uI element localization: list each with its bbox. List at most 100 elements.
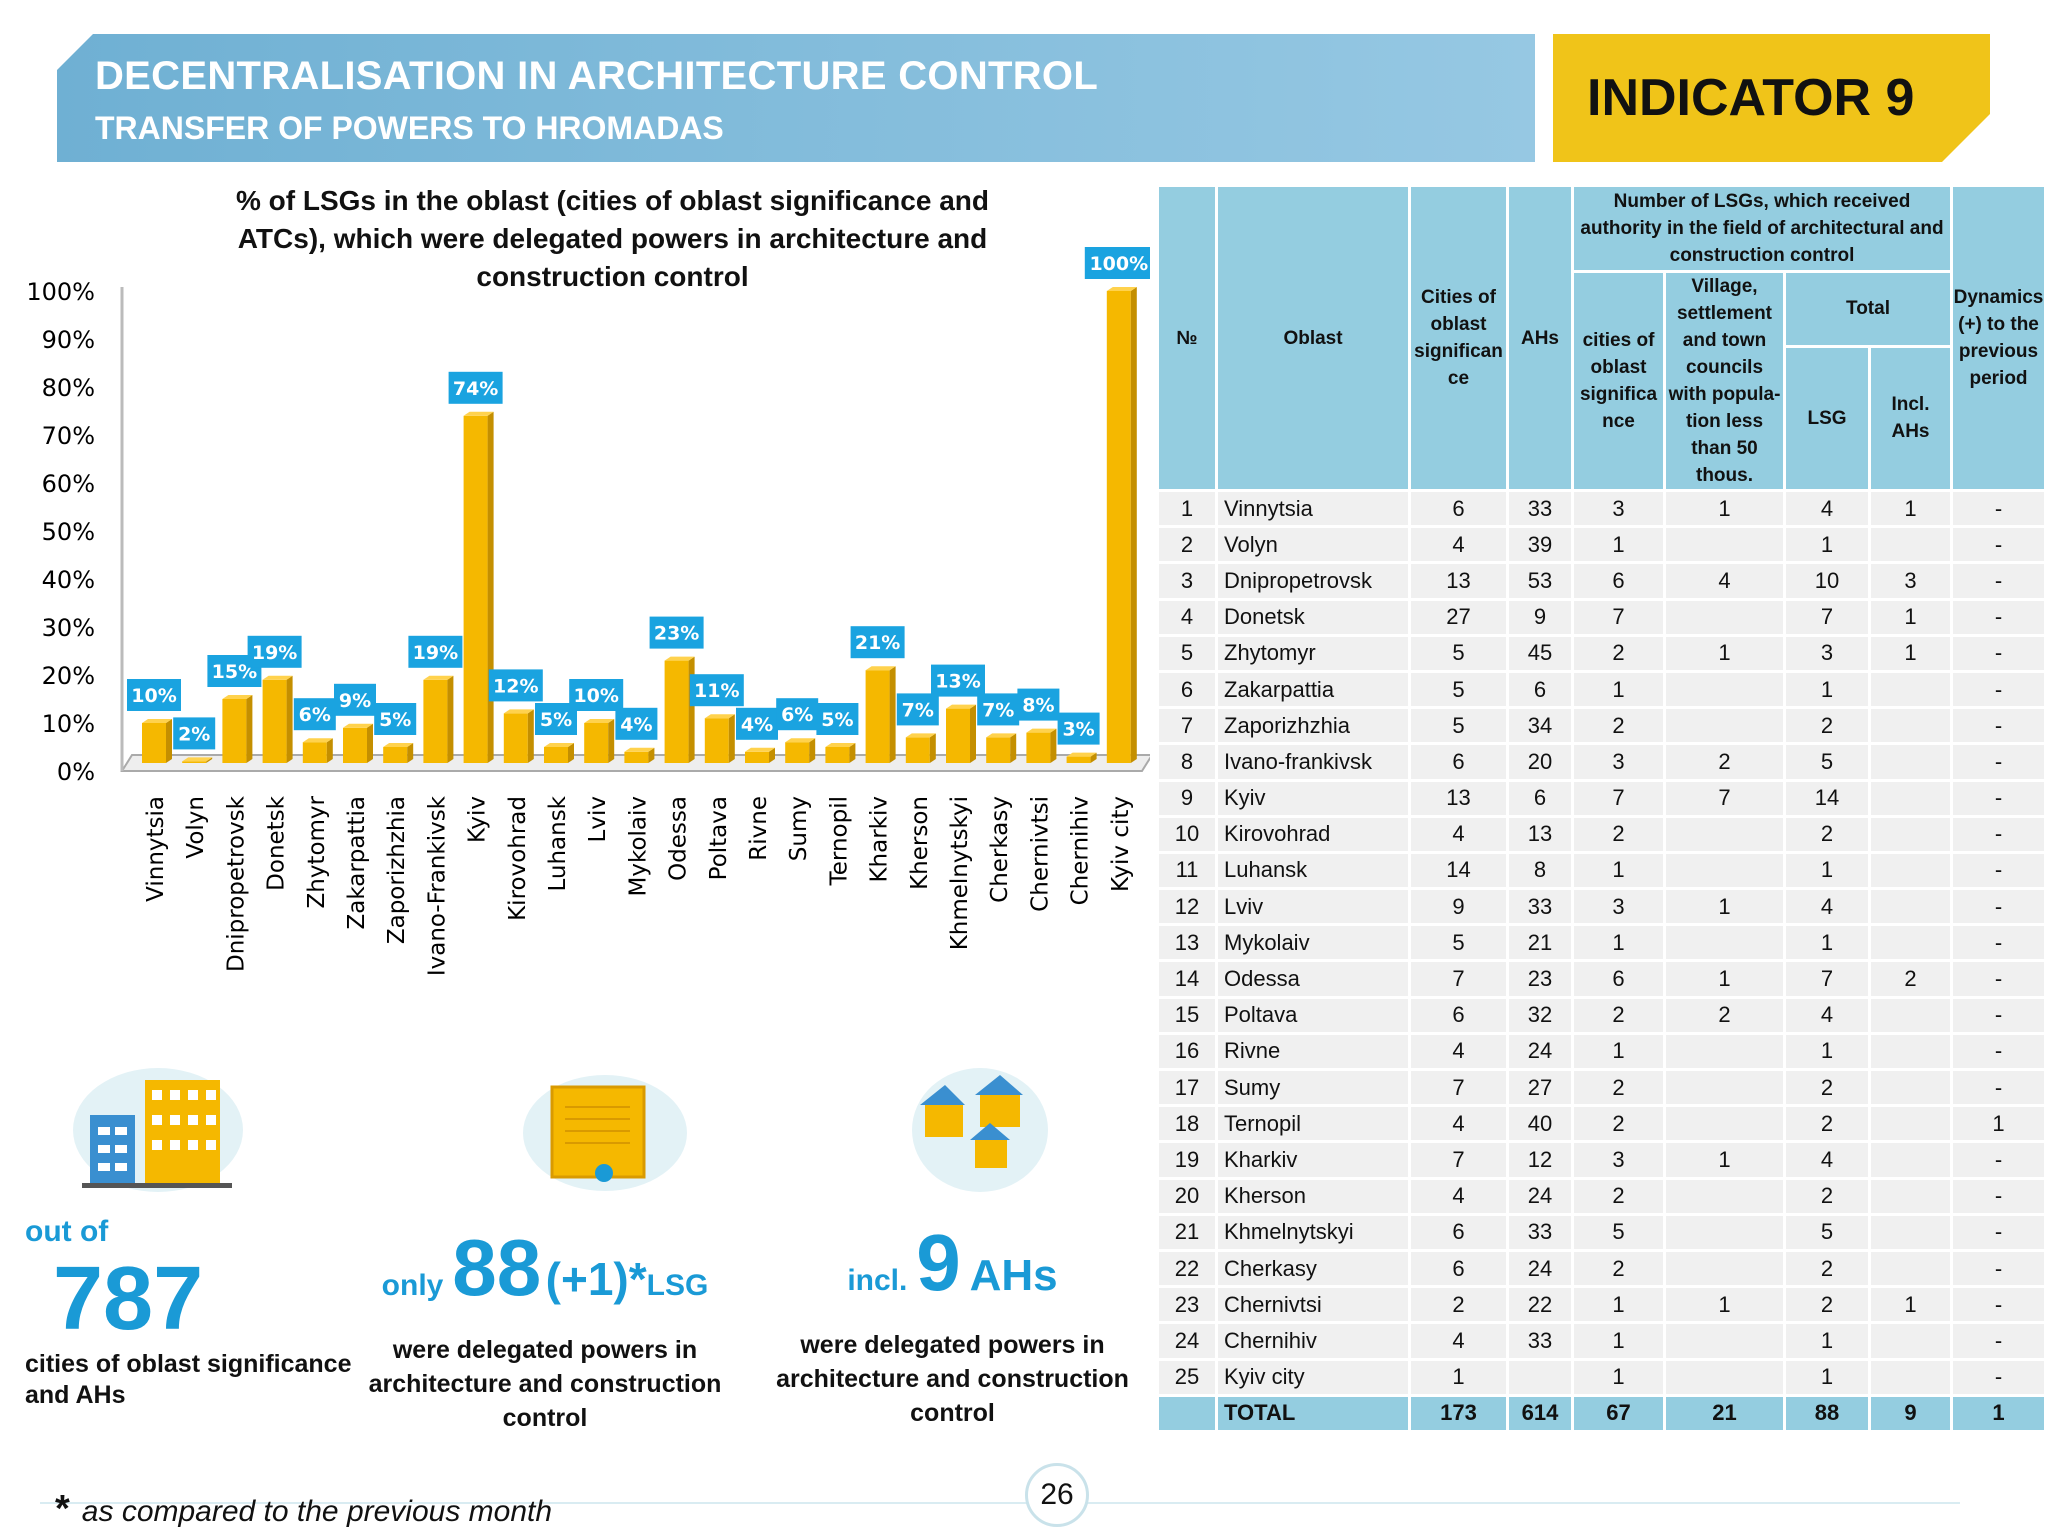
- cell-no: 24: [1156, 1321, 1218, 1361]
- table-row: 22 Cherkasy 6 24 2 2-: [1156, 1248, 2047, 1289]
- bar-side: [809, 738, 816, 763]
- out-of-label: out of: [25, 1215, 109, 1248]
- lsg-desc: were delegated powers in architecture an…: [368, 1336, 722, 1432]
- cell-g-village: 2: [1663, 995, 1786, 1035]
- x-tick-label: Chernihiv: [1068, 796, 1094, 905]
- cell-oblast: Zakarpattia: [1215, 669, 1411, 710]
- stat-ah: incl. 9 AHs were delegated powers in arc…: [770, 1220, 1135, 1430]
- bar: [1026, 732, 1051, 763]
- bar: [745, 751, 769, 763]
- cell-incl: [1868, 887, 1953, 927]
- bar-top: [584, 719, 615, 723]
- cell-incl: [1868, 778, 1953, 818]
- bar: [704, 718, 729, 763]
- cell-g-village: 21: [1663, 1393, 1786, 1433]
- data-label-bg: [1057, 712, 1100, 745]
- cell-cities: 4: [1408, 1321, 1509, 1361]
- x-tick-label: Volyn: [183, 796, 209, 859]
- cell-oblast: Odessa: [1215, 959, 1411, 999]
- data-label: 5%: [821, 709, 853, 731]
- cell-lsg: 5: [1783, 1212, 1871, 1252]
- cell-ahs: 23: [1506, 959, 1574, 999]
- data-label: 74%: [453, 378, 498, 400]
- cell-g-village: [1663, 669, 1786, 710]
- bar-top: [946, 704, 976, 709]
- bar-side: [608, 719, 615, 763]
- table-row: 11 Luhansk 14 8 1 1-: [1156, 850, 2047, 891]
- bar-chart: 0% 10% 20% 30% 40% 50% 60% 70% 80% 90% 100% 10% Vinn…: [26, 247, 1150, 976]
- table-row: 2 Volyn 4 39 1 1-: [1156, 525, 2047, 565]
- cell-cities: 4: [1408, 1031, 1509, 1072]
- cell-cities: 5: [1408, 669, 1509, 710]
- x-tick-label: Zhytomyr: [304, 795, 330, 908]
- cell-lsg: 14: [1783, 778, 1871, 818]
- cell-lsg: 2: [1783, 1285, 1871, 1325]
- x-tick-label: Kyiv: [465, 796, 491, 843]
- col-no: №: [1156, 184, 1218, 492]
- cell-g-cities: 1: [1571, 850, 1666, 891]
- cell-lsg: 1: [1783, 1357, 1871, 1397]
- cell-lsg: 10: [1783, 561, 1871, 601]
- stat-total: out of 787 cities of oblast significance…: [25, 1215, 355, 1411]
- data-label-bg: [569, 679, 624, 711]
- bar-side: [648, 747, 655, 763]
- cell-ahs: 53: [1506, 561, 1574, 601]
- bar-side: [970, 704, 976, 763]
- cell-incl: [1868, 1104, 1953, 1144]
- cell-incl: [1868, 814, 1953, 854]
- table-row: 15 Poltava 6 32 2 2 4-: [1156, 995, 2047, 1035]
- bar-side: [1130, 287, 1137, 763]
- cell-dynamics: -: [1950, 1212, 2047, 1252]
- col-ahs: AHs: [1506, 184, 1574, 492]
- cell-dynamics: -: [1950, 1321, 2047, 1361]
- table-row: 12 Lviv 9 33 3 1 4-: [1156, 887, 2047, 927]
- table-row: 14 Odessa 7 23 6 1 7 2-: [1156, 959, 2047, 999]
- cell-ahs: 27: [1506, 1067, 1574, 1108]
- cell-cities: 6: [1408, 995, 1509, 1035]
- x-tick-label: Kherson: [907, 796, 933, 890]
- data-label-bg: [931, 664, 985, 697]
- data-label-bg: [293, 698, 336, 731]
- cell-g-cities: 1: [1571, 923, 1666, 963]
- bar: [142, 723, 166, 763]
- y-tick-label: 100%: [26, 278, 95, 306]
- x-tick-label: Rivne: [746, 796, 772, 861]
- cell-incl: 1: [1868, 597, 1953, 637]
- bar-side: [166, 719, 172, 763]
- cell-cities: 5: [1408, 633, 1509, 673]
- cell-cities: 14: [1408, 850, 1509, 891]
- cell-oblast: Sumy: [1215, 1067, 1411, 1108]
- page-subtitle: TRANSFER OF POWERS TO HROMADAS: [95, 110, 724, 146]
- bar-top: [503, 709, 534, 714]
- cell-dynamics: -: [1950, 525, 2047, 565]
- cell-incl: [1868, 742, 1953, 782]
- cell-g-village: [1663, 1248, 1786, 1289]
- footnote-star: *: [55, 1488, 70, 1530]
- table-row: 5 Zhytomyr 5 45 2 1 3 1-: [1156, 633, 2047, 673]
- bar: [624, 751, 649, 763]
- cell-ahs: 34: [1506, 706, 1574, 746]
- cell-no: 9: [1156, 778, 1218, 818]
- x-tick-label: Ivano-Frankivsk: [424, 795, 450, 976]
- data-label: 3%: [1062, 719, 1094, 741]
- cell-incl: [1868, 1248, 1953, 1289]
- cell-dynamics: -: [1950, 1067, 2047, 1108]
- cell-incl: [1868, 1212, 1953, 1252]
- cell-lsg: 2: [1783, 1067, 1871, 1108]
- cell-lsg: 1: [1783, 525, 1871, 565]
- bar: [905, 737, 930, 763]
- data-label: 7%: [902, 699, 934, 721]
- bar: [182, 761, 207, 763]
- total-number: 787: [53, 1249, 204, 1349]
- cell-no: [1156, 1393, 1218, 1433]
- bar: [1066, 756, 1091, 763]
- cell-no: 17: [1156, 1067, 1218, 1108]
- x-tick-label: Kirovohrad: [505, 796, 531, 921]
- cell-g-village: [1663, 525, 1786, 565]
- table-row: 25 Kyiv city 1 1 1-: [1156, 1357, 2047, 1397]
- data-label-bg: [977, 693, 1020, 726]
- x-tick-label: Sumy: [786, 796, 812, 861]
- cell-dynamics: 1: [1950, 1393, 2047, 1433]
- cell-g-cities: 2: [1571, 1104, 1666, 1144]
- table-row: 4 Donetsk 27 9 7 7 1-: [1156, 597, 2047, 637]
